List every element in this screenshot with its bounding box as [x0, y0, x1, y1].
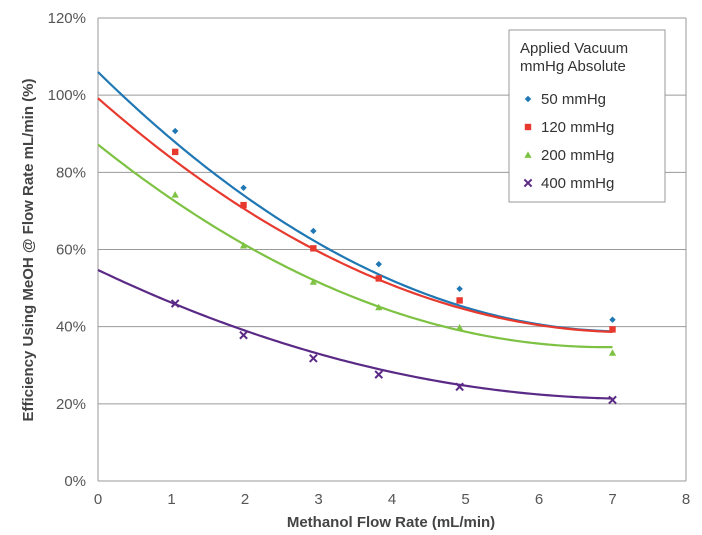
y-axis-title: Efficiency Using MeOH @ Flow Rate mL/min…: [20, 78, 37, 421]
data-point-s3-2: [239, 242, 248, 249]
y-tick-label-100: 100%: [48, 87, 86, 104]
data-point-s3-4: [375, 303, 383, 311]
data-point-s4-3: [309, 353, 318, 363]
legend-marker-1: [524, 95, 532, 103]
data-point-s1-6: [609, 316, 616, 323]
y-tick-label-0: 0%: [64, 473, 86, 490]
data-point-s4-5-stroke-b: [455, 382, 464, 392]
x-tick-label-7: 7: [608, 491, 616, 508]
legend-marker-3: [524, 151, 532, 158]
data-point-s3-3: [309, 278, 317, 285]
trend-curve-2: [97, 97, 613, 333]
legend-label-2: 120 mmHg: [541, 119, 614, 136]
x-tick-label-0: 0: [94, 491, 102, 508]
grid-lines: [98, 17, 686, 405]
data-point-s2-3: [310, 245, 317, 252]
x-tick-label-4: 4: [388, 491, 396, 508]
data-point-s3-1: [171, 191, 179, 198]
data-point-s1-1: [171, 127, 179, 135]
legend-box: [508, 29, 666, 203]
legend-marker-2: [524, 123, 532, 131]
legend-label-3: 200 mmHg: [541, 147, 614, 164]
legend-marker-4-stroke-b: [523, 178, 533, 188]
x-tick-label-2: 2: [241, 491, 249, 508]
data-point-s4-4-stroke-b: [374, 370, 384, 379]
data-point-s4-5: [455, 382, 464, 392]
data-point-s1-2: [240, 184, 247, 191]
data-point-s2-4: [375, 275, 382, 282]
y-tick-label-40: 40%: [56, 319, 86, 336]
x-tick-label-6: 6: [535, 491, 543, 508]
trend-curve-3: [97, 143, 613, 349]
x-axis-title: Methanol Flow Rate (mL/min): [287, 514, 495, 531]
data-point-s4-1: [170, 299, 180, 308]
tick-labels: 0% 20% 40% 60% 80% 100% 120% 0 1 2 3 4 5 6 7 8: [48, 10, 691, 508]
data-point-s4-1-stroke-b: [170, 299, 180, 308]
data-point-s4-2-stroke-b: [239, 330, 248, 340]
x-tick-label-1: 1: [167, 491, 175, 508]
data-point-s3-5: [456, 323, 464, 331]
data-point-s3-6: [608, 349, 617, 356]
legend-title-line-1: Applied Vacuum: [520, 40, 628, 57]
data-point-s2-2: [240, 201, 247, 209]
data-point-s4-3-stroke-b: [309, 353, 318, 363]
legend-label-1: 50 mmHg: [541, 91, 606, 108]
legend-label-4: 400 mmHg: [541, 175, 614, 192]
data-point-s4-4: [374, 370, 384, 379]
y-tick-label-20: 20%: [56, 396, 86, 413]
trend-curves: [97, 71, 613, 400]
data-point-s1-4: [375, 260, 382, 268]
y-tick-label-60: 60%: [56, 242, 86, 259]
y-tick-label-80: 80%: [56, 164, 86, 181]
data-point-s4-6: [608, 395, 617, 405]
data-point-s4-6-stroke-b: [608, 395, 617, 405]
data-point-s1-3: [310, 227, 317, 235]
data-point-s4-2: [239, 330, 248, 340]
legend-title-line-2: mmHg Absolute: [520, 58, 626, 75]
data-point-s2-6: [609, 326, 616, 333]
data-point-s2-1: [171, 148, 179, 156]
trend-curve-4: [97, 268, 613, 400]
legend-marker-4: [523, 178, 533, 188]
axes: [97, 18, 687, 482]
x-tick-label-8: 8: [682, 491, 690, 508]
data-point-s2-5: [456, 297, 463, 304]
x-tick-label-3: 3: [314, 491, 322, 508]
x-tick-label-5: 5: [461, 491, 469, 508]
data-markers: [170, 127, 617, 405]
y-tick-label-120: 120%: [48, 10, 86, 27]
data-point-s1-5: [456, 285, 463, 293]
